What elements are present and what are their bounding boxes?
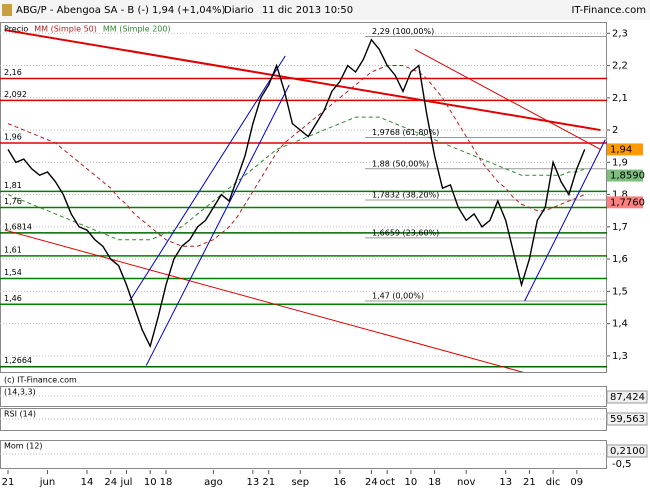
level-label: 1,96 (4, 132, 22, 141)
panel-title: Mom (12) (4, 442, 43, 451)
series-line (7, 65, 585, 247)
x-tick-label: nov (457, 477, 475, 488)
y-tick-label: 1,7 (612, 222, 628, 233)
panel-title: (14,3,3) (4, 388, 36, 397)
level-label: 1,54 (4, 268, 22, 277)
quote: 1,94 (+1,04%) (152, 5, 225, 16)
level-label: 1,6814 (4, 222, 32, 231)
y-tick-label: 1,4 (612, 319, 628, 330)
x-tick-label: 21 (262, 477, 275, 488)
x-tick-label: 16 (333, 477, 346, 488)
x-tick-label: 18 (160, 477, 173, 488)
y-tick-label: 2,2 (612, 61, 628, 72)
price-tag (607, 196, 643, 209)
level-label: 1,76 (4, 197, 22, 206)
x-tick-label: 13 (499, 477, 512, 488)
x-tick-label: 21 (523, 477, 536, 488)
x-tick-label: ago (204, 477, 223, 488)
header-bar (0, 0, 650, 20)
plot-area (0, 29, 607, 372)
fib-label: 1,7832 (38,20%) (372, 191, 439, 200)
level-label: 1,81 (4, 181, 22, 190)
date: 11 dic 2013 10:50 (262, 5, 353, 16)
trendline (414, 48, 601, 150)
x-tick-label: 09 (570, 477, 583, 488)
panel-title: RSI (14) (4, 410, 36, 419)
level-label: 2,16 (4, 68, 22, 77)
level-label: 1,46 (4, 294, 22, 303)
price-tag-label: 1,7760 (610, 197, 645, 208)
legend-entry: MM (Simple 200) (103, 25, 171, 34)
trendline (4, 29, 601, 132)
x-tick-label: 24 (104, 477, 117, 488)
y-tick-label: 1,3 (612, 351, 628, 362)
x-tick-label: 10 (405, 477, 418, 488)
series-line (7, 38, 586, 349)
price-tag (607, 169, 643, 182)
panel-tag: 0,2100 (610, 446, 645, 457)
fib-label: 1,88 (50,00%) (372, 159, 429, 168)
trendline (145, 84, 290, 366)
panel-tag-box (606, 390, 648, 404)
legend-entry: Precio (4, 25, 28, 34)
x-tick-label: dic (546, 477, 561, 488)
site: IT-Finance.com (571, 5, 646, 16)
fib-label: 1,9768 (61,80%) (372, 128, 439, 137)
panel-tag-box (606, 444, 648, 458)
panel-tag: 59,563 (610, 414, 645, 425)
y-tick-label: 2,3 (612, 28, 628, 39)
panel-tick: -0,5 (612, 459, 632, 470)
icon (2, 4, 12, 16)
x-tick-label: 14 (81, 477, 94, 488)
fib-label: 2,29 (100,00%) (372, 27, 434, 36)
y-tick-label: 1,5 (612, 286, 628, 297)
y-tick-label: 1,9 (612, 157, 628, 168)
y-tick-label: 2 (612, 125, 618, 136)
x-tick-label: 21 (2, 477, 15, 488)
plot-frame (0, 22, 607, 373)
y-tick-label: 1,8 (612, 190, 628, 201)
trendline (524, 139, 606, 302)
trendline (129, 55, 286, 302)
watermark: (c) IT-Finance.com (4, 376, 77, 385)
x-tick-label: jul (120, 477, 133, 488)
x-tick-label: 24 (365, 477, 378, 488)
legend-entry: MM (Simple 50) (34, 25, 97, 34)
level-label: 1,2664 (4, 356, 32, 365)
panel-tag-box (606, 412, 648, 426)
period: Diario (224, 5, 254, 16)
y-tick-label: 1,6 (612, 254, 628, 265)
price-tag (607, 143, 643, 156)
x-tick-label: 10 (144, 477, 157, 488)
series-line (7, 116, 585, 241)
x-tick-label: sep (291, 477, 309, 488)
x-tick-label: 13 (247, 477, 260, 488)
x-tick-label: oct (379, 477, 395, 488)
panel-tag: 87,424 (610, 392, 645, 403)
level-label: 1,61 (4, 245, 22, 254)
trendline (4, 229, 524, 372)
price-tag-label: 1,94 (610, 144, 632, 155)
x-tick-label: jun (39, 477, 55, 488)
fib-label: 1,47 (0,00%) (372, 292, 424, 301)
symbol: ABG/P - Abengoa SA - B (-) (16, 5, 149, 16)
x-tick-label: 18 (428, 477, 441, 488)
level-label: 2,092 (4, 90, 27, 99)
price-tag-label: 1,8590 (610, 171, 645, 182)
fib-label: 1,6659 (23,60%) (372, 228, 439, 237)
y-tick-label: 2,1 (612, 93, 628, 104)
